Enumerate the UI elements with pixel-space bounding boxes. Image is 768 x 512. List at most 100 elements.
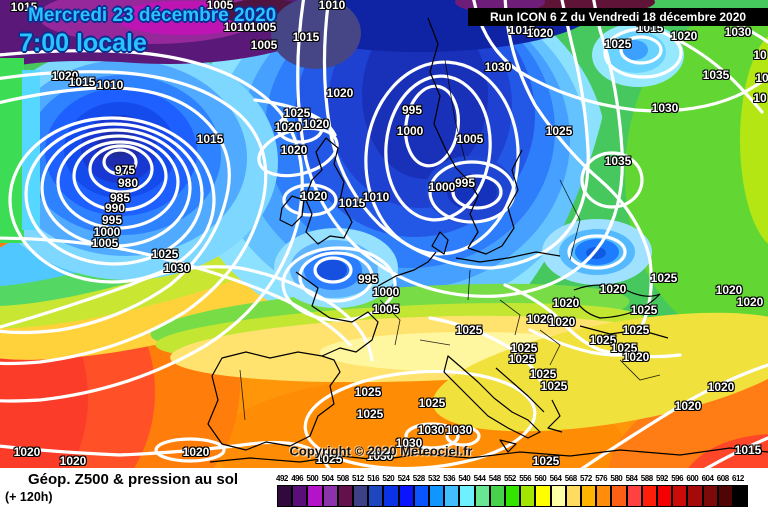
colorbar-tick: 596 [671, 474, 684, 483]
forecast-step: (+ 120h) [5, 490, 53, 504]
model-run-banner: Run ICON 6 Z du Vendredi 18 décembre 202… [468, 8, 768, 26]
colorbar-tick: 612 [732, 474, 744, 483]
colorbar-swatch [459, 485, 475, 507]
pressure-label: 1015 [10, 0, 38, 14]
pressure-label: 1025 [532, 454, 560, 468]
colorbar-swatch [337, 485, 353, 507]
colorbar-swatch [581, 485, 597, 507]
pressure-label: 1010 [223, 20, 251, 34]
pressure-label: 1005 [372, 302, 400, 316]
colorbar-swatch [535, 485, 551, 507]
product-title: Géop. Z500 & pression au sol [28, 471, 239, 488]
pressure-label: 1005 [456, 132, 484, 146]
pressure-label: 1020 [274, 120, 302, 134]
pressure-label: 1020 [552, 296, 580, 310]
pressure-label: 995 [401, 103, 423, 117]
pressure-label: 10 [755, 71, 768, 85]
colorbar-swatch [687, 485, 703, 507]
colorbar-tick: 492 [276, 474, 288, 483]
colorbar-tick: 508 [336, 474, 349, 483]
colorbar-swatch [641, 485, 657, 507]
pressure-label: 1000 [372, 285, 400, 299]
colorbar-tick: 580 [610, 474, 623, 483]
pressure-label: 1020 [59, 454, 87, 468]
pressure-label: 1015 [196, 132, 224, 146]
colorbar-tick: 600 [686, 474, 699, 483]
pressure-label: 1025 [508, 352, 536, 366]
colorbar-swatch [611, 485, 627, 507]
pressure-label: 1025 [610, 341, 638, 355]
pressure-label: 1025 [622, 323, 650, 337]
pressure-label: 10 [753, 48, 767, 62]
pressure-label: 1005 [250, 38, 278, 52]
weather-map: 1015 1005 1010 1005 1005 1015 1010 1020 1015 1010… [0, 0, 768, 468]
country-borders [239, 59, 661, 421]
colorbar-tick: 608 [716, 474, 729, 483]
colorbar-swatch [413, 485, 429, 507]
pressure-label: 1005 [206, 0, 234, 12]
colorbar-swatch [672, 485, 688, 507]
pressure-label: 1030 [651, 101, 679, 115]
pressure-label: 1015 [338, 196, 366, 210]
pressure-label: 1005 [91, 236, 119, 250]
colorbar-swatch [429, 485, 445, 507]
colorbar-tick: 584 [625, 474, 638, 483]
colorbar-tick: 548 [488, 474, 501, 483]
colorbar-swatch [657, 485, 673, 507]
colorbar-tick: 536 [443, 474, 456, 483]
pressure-label: 1005 [249, 20, 277, 34]
pressure-label: 1025 [151, 247, 179, 261]
colorbar-tick: 588 [640, 474, 653, 483]
colorbar-tick: 604 [701, 474, 714, 483]
coastlines [207, 17, 768, 463]
map-date-label: Mercredi 23 décembre 2020 [28, 5, 277, 26]
pressure-label: 1015 [734, 443, 762, 457]
pressure-label: 1025 [354, 385, 382, 399]
pressure-label: 1025 [529, 367, 557, 381]
pressure-label: 1015 [292, 30, 320, 44]
colorbar-swatch [565, 485, 581, 507]
colorbar-swatch [292, 485, 308, 507]
map-graphic [0, 0, 768, 468]
pressure-label: 1025 [589, 333, 617, 347]
pressure-label: 1030 [366, 449, 394, 463]
colorbar-swatch [383, 485, 399, 507]
pressure-label: 1020 [715, 283, 743, 297]
colorbar: 492 496 500 504 508 512 516 520 524 528 532 536 540 5… [276, 468, 757, 512]
colorbar-swatch [444, 485, 460, 507]
pressure-label: 1000 [93, 225, 121, 239]
pressure-label: 1030 [724, 25, 752, 39]
colorbar-tick: 564 [549, 474, 562, 483]
pressure-label: 1025 [630, 303, 658, 317]
pressure-label: 995 [454, 176, 476, 190]
pressure-label: 1010 [96, 78, 124, 92]
colorbar-swatch [626, 485, 642, 507]
colorbar-tick: 516 [367, 474, 380, 483]
colorbar-tick: 520 [382, 474, 395, 483]
copyright-watermark: Copyright © 2020 Meteociel.fr [289, 443, 473, 459]
pressure-label: 1020 [302, 117, 330, 131]
pressure-label: 990 [104, 201, 126, 215]
colorbar-swatch [277, 485, 293, 507]
pressure-label: 1025 [510, 341, 538, 355]
pressure-label: 1030 [484, 60, 512, 74]
colorbar-swatch [398, 485, 414, 507]
pressure-label: 1025 [540, 379, 568, 393]
pressure-label: 1030 [163, 261, 191, 275]
pressure-label: 995 [101, 213, 123, 227]
pressure-label: 1015 [508, 23, 536, 37]
colorbar-tick: 524 [397, 474, 410, 483]
pressure-label: 1020 [622, 350, 650, 364]
colorbar-tick: 592 [656, 474, 668, 483]
pressure-label: 1025 [356, 407, 384, 421]
colorbar-swatch [505, 485, 521, 507]
colorbar-tick: 500 [306, 474, 319, 483]
pressure-label: 1020 [674, 399, 702, 413]
colorbar-tick: 552 [504, 474, 516, 483]
colorbar-swatch [717, 485, 733, 507]
pressure-label: 1035 [702, 68, 730, 82]
colorbar-swatch [702, 485, 718, 507]
colorbar-tick: 496 [291, 474, 304, 483]
colorbar-swatch [733, 485, 749, 507]
